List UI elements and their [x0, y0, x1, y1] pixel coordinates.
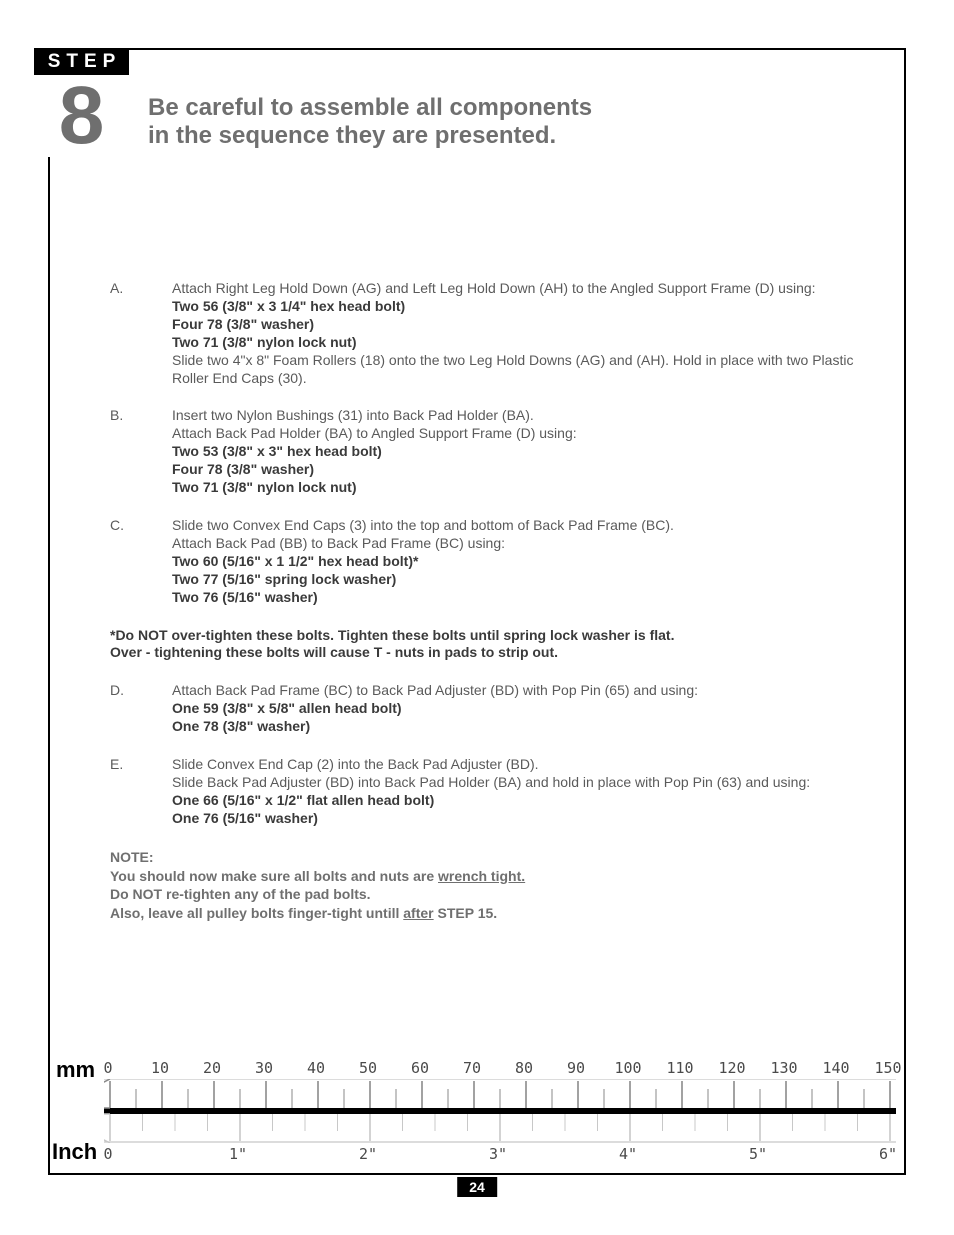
bolt-spec: One 59 (3/8" x 5/8" allen head bolt)	[172, 700, 880, 718]
step-item-c: C. Slide two Convex End Caps (3) into th…	[110, 517, 880, 607]
step-body: Insert two Nylon Bushings (31) into Back…	[172, 407, 880, 497]
note-block: NOTE: You should now make sure all bolts…	[110, 848, 880, 924]
mm-tick-label: 10	[151, 1059, 169, 1077]
caution-line: *Do NOT over-tighten these bolts. Tighte…	[110, 627, 880, 645]
instructions: A. Attach Right Leg Hold Down (AG) and L…	[110, 280, 880, 923]
bolt-spec: Two 76 (5/16" washer)	[172, 589, 880, 607]
bolt-spec: One 78 (3/8" washer)	[172, 718, 880, 736]
caution-block: *Do NOT over-tighten these bolts. Tighte…	[110, 627, 880, 663]
note-text: Also, leave all pulley bolts finger-tigh…	[110, 905, 403, 921]
text-line: Insert two Nylon Bushings (31) into Back…	[172, 407, 880, 425]
mm-label: mm	[56, 1057, 95, 1083]
note-underline: wrench tight.	[438, 868, 525, 884]
mm-tick-label: 20	[203, 1059, 221, 1077]
step-item-b: B. Insert two Nylon Bushings (31) into B…	[110, 407, 880, 497]
bolt-spec: Two 60 (5/16" x 1 1/2" hex head bolt)*	[172, 553, 880, 571]
text-line: Slide two Convex End Caps (3) into the t…	[172, 517, 880, 535]
step-item-e: E. Slide Convex End Cap (2) into the Bac…	[110, 756, 880, 828]
text-line: Attach Right Leg Hold Down (AG) and Left…	[172, 280, 880, 298]
step-letter: D.	[110, 682, 172, 736]
mm-tick-label: 30	[255, 1059, 273, 1077]
inch-tick-label: 1"	[229, 1145, 247, 1163]
mm-tick-label: 50	[359, 1059, 377, 1077]
mm-tick-label: 140	[822, 1059, 849, 1077]
step-body: Slide two Convex End Caps (3) into the t…	[172, 517, 880, 607]
inch-tick-labels: 01"2"3"4"5"6"	[108, 1145, 896, 1163]
text-line: Slide two 4"x 8" Foam Rollers (18) onto …	[172, 352, 880, 388]
mm-tick-label: 150	[874, 1059, 901, 1077]
mm-tick-label: 120	[718, 1059, 745, 1077]
mm-tick-labels: 0102030405060708090100110120130140150	[108, 1059, 896, 1077]
text-line: Slide Back Pad Adjuster (BD) into Back P…	[172, 774, 880, 792]
bolt-spec: One 66 (5/16" x 1/2" flat allen head bol…	[172, 792, 880, 810]
mm-tick-label: 100	[614, 1059, 641, 1077]
step-letter: B.	[110, 407, 172, 497]
step-letter: E.	[110, 756, 172, 828]
bolt-spec: Two 71 (3/8" nylon lock nut)	[172, 479, 880, 497]
note-text: You should now make sure all bolts and n…	[110, 868, 438, 884]
step-item-a: A. Attach Right Leg Hold Down (AG) and L…	[110, 280, 880, 387]
step-number: 8	[34, 75, 129, 157]
step-letter: A.	[110, 280, 172, 387]
step-body: Slide Convex End Cap (2) into the Back P…	[172, 756, 880, 828]
step-item-d: D. Attach Back Pad Frame (BC) to Back Pa…	[110, 682, 880, 736]
inch-tick-label: 4"	[619, 1145, 637, 1163]
mm-tick-label: 60	[411, 1059, 429, 1077]
warning-heading: Be careful to assemble all components in…	[148, 94, 592, 151]
bolt-spec: Two 56 (3/8" x 3 1/4" hex head bolt)	[172, 298, 880, 316]
ruler-graphic	[104, 1079, 896, 1143]
note-line: Also, leave all pulley bolts finger-tigh…	[110, 904, 880, 923]
caution-line: Over - tightening these bolts will cause…	[110, 644, 880, 662]
inch-tick-label: 6"	[879, 1145, 897, 1163]
note-underline: after	[403, 905, 433, 921]
note-line: You should now make sure all bolts and n…	[110, 867, 880, 886]
bolt-spec: Four 78 (3/8" washer)	[172, 461, 880, 479]
mm-tick-label: 0	[103, 1059, 112, 1077]
bolt-spec: Two 77 (5/16" spring lock washer)	[172, 571, 880, 589]
inch-tick-label: 0	[103, 1145, 112, 1163]
bolt-spec: One 76 (5/16" washer)	[172, 810, 880, 828]
inch-label: Inch	[52, 1139, 97, 1165]
inch-tick-label: 3"	[489, 1145, 507, 1163]
inch-tick-label: 5"	[749, 1145, 767, 1163]
mm-tick-label: 80	[515, 1059, 533, 1077]
text-line: Attach Back Pad Holder (BA) to Angled Su…	[172, 425, 880, 443]
mm-tick-label: 130	[770, 1059, 797, 1077]
note-title: NOTE:	[110, 848, 880, 867]
text-line: Attach Back Pad (BB) to Back Pad Frame (…	[172, 535, 880, 553]
note-line: Do NOT re-tighten any of the pad bolts.	[110, 885, 880, 904]
step-badge: STEP 8	[34, 48, 129, 157]
inch-tick-label: 2"	[359, 1145, 377, 1163]
mm-tick-label: 70	[463, 1059, 481, 1077]
page-number: 24	[457, 1177, 497, 1197]
step-body: Attach Back Pad Frame (BC) to Back Pad A…	[172, 682, 880, 736]
text-line: Slide Convex End Cap (2) into the Back P…	[172, 756, 880, 774]
mm-tick-label: 90	[567, 1059, 585, 1077]
text-line: Attach Back Pad Frame (BC) to Back Pad A…	[172, 682, 880, 700]
mm-tick-label: 110	[666, 1059, 693, 1077]
warning-line-2: in the sequence they are presented.	[148, 122, 592, 150]
note-text: STEP 15.	[434, 905, 498, 921]
bolt-spec: Two 53 (3/8" x 3" hex head bolt)	[172, 443, 880, 461]
mm-tick-label: 40	[307, 1059, 325, 1077]
ruler: mm Inch 0 10 20 30 40 50 60 70 80 90 100 110 120 130 1…	[48, 1055, 906, 1165]
step-body: Attach Right Leg Hold Down (AG) and Left…	[172, 280, 880, 387]
warning-line-1: Be careful to assemble all components	[148, 94, 592, 122]
step-letter: C.	[110, 517, 172, 607]
bolt-spec: Four 78 (3/8" washer)	[172, 316, 880, 334]
bolt-spec: Two 71 (3/8" nylon lock nut)	[172, 334, 880, 352]
